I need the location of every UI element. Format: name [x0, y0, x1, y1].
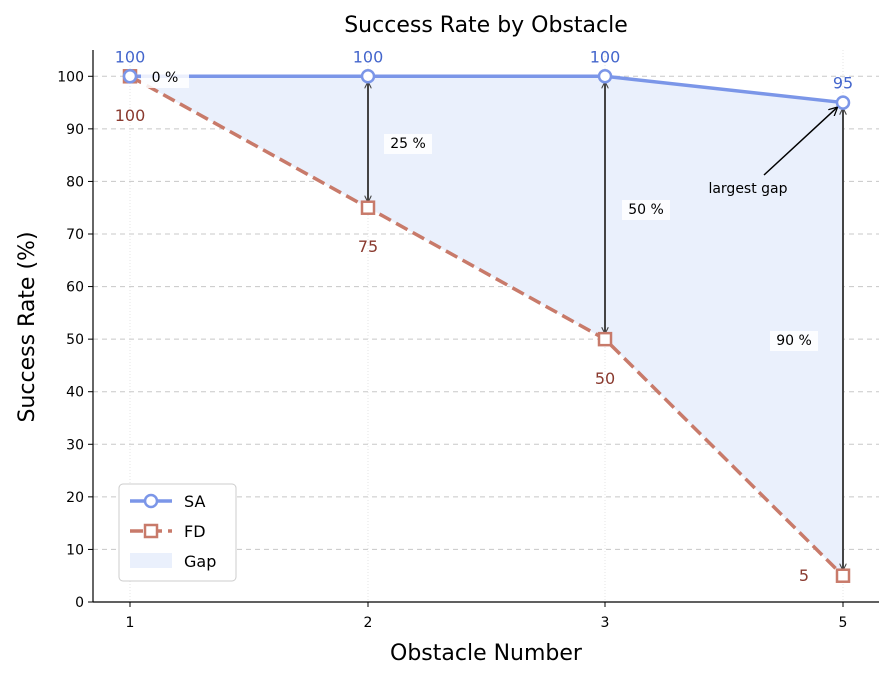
fd-point	[835, 568, 851, 583]
gap-label-bg	[622, 200, 670, 220]
series-line-fd	[129, 74, 845, 577]
gap-label-bg	[384, 134, 432, 154]
gap-label: 25 %	[390, 136, 426, 152]
sa-point	[597, 69, 613, 84]
x-axis-label: Obstacle Number	[390, 641, 583, 666]
sa-data-label: 100	[115, 47, 146, 66]
y-tick-label: 70	[66, 227, 84, 243]
annotation-label: largest gap	[708, 181, 787, 197]
x-tick-label: 5	[839, 615, 848, 631]
legend-label-sa: SA	[184, 492, 205, 511]
sa-data-label: 100	[353, 47, 384, 66]
y-tick-label: 90	[66, 122, 84, 138]
sa-point	[360, 69, 376, 84]
gap-label: 50 %	[628, 202, 664, 218]
y-tick-label: 100	[57, 69, 84, 85]
fd-data-label: 75	[358, 237, 378, 256]
gap-label: 90 %	[776, 333, 812, 349]
y-axis-label: Success Rate (%)	[15, 231, 40, 422]
gap-label-bg	[770, 331, 818, 351]
y-tick-label: 10	[66, 542, 84, 558]
y-tick-label: 0	[75, 595, 84, 611]
legend-label-fd: FD	[184, 522, 206, 541]
x-tick-label: 2	[364, 615, 373, 631]
x-tick-label: 1	[126, 615, 135, 631]
gap-label-bg	[141, 68, 189, 88]
y-tick-label: 20	[66, 490, 84, 506]
legend-marker-fd	[143, 523, 159, 539]
gap-label: 0 %	[152, 70, 179, 86]
chart-title: Success Rate by Obstacle	[344, 13, 628, 38]
sa-point	[835, 95, 851, 110]
sa-point	[122, 69, 138, 84]
y-tick-label: 40	[66, 385, 84, 401]
y-tick-label: 60	[66, 280, 84, 296]
sa-data-label: 100	[590, 47, 621, 66]
y-tick-label: 50	[66, 332, 84, 348]
x-tick-label: 3	[601, 615, 610, 631]
fd-data-label: 50	[595, 369, 615, 388]
annotation-arrow	[763, 108, 837, 176]
series-line-sa	[130, 74, 844, 105]
fd-data-label: 100	[115, 106, 146, 125]
sa-data-label: 95	[833, 74, 853, 93]
fd-data-label: 5	[799, 566, 809, 585]
legend-marker-sa	[143, 493, 159, 509]
fd-point	[597, 331, 613, 347]
gap-area	[130, 76, 843, 576]
legend-label-gap: Gap	[184, 552, 216, 571]
y-tick-label: 80	[66, 174, 84, 190]
y-tick-label: 30	[66, 437, 84, 453]
legend: SA FD Gap	[118, 483, 237, 582]
fd-point	[360, 200, 376, 215]
legend-swatch-gap	[130, 553, 172, 568]
